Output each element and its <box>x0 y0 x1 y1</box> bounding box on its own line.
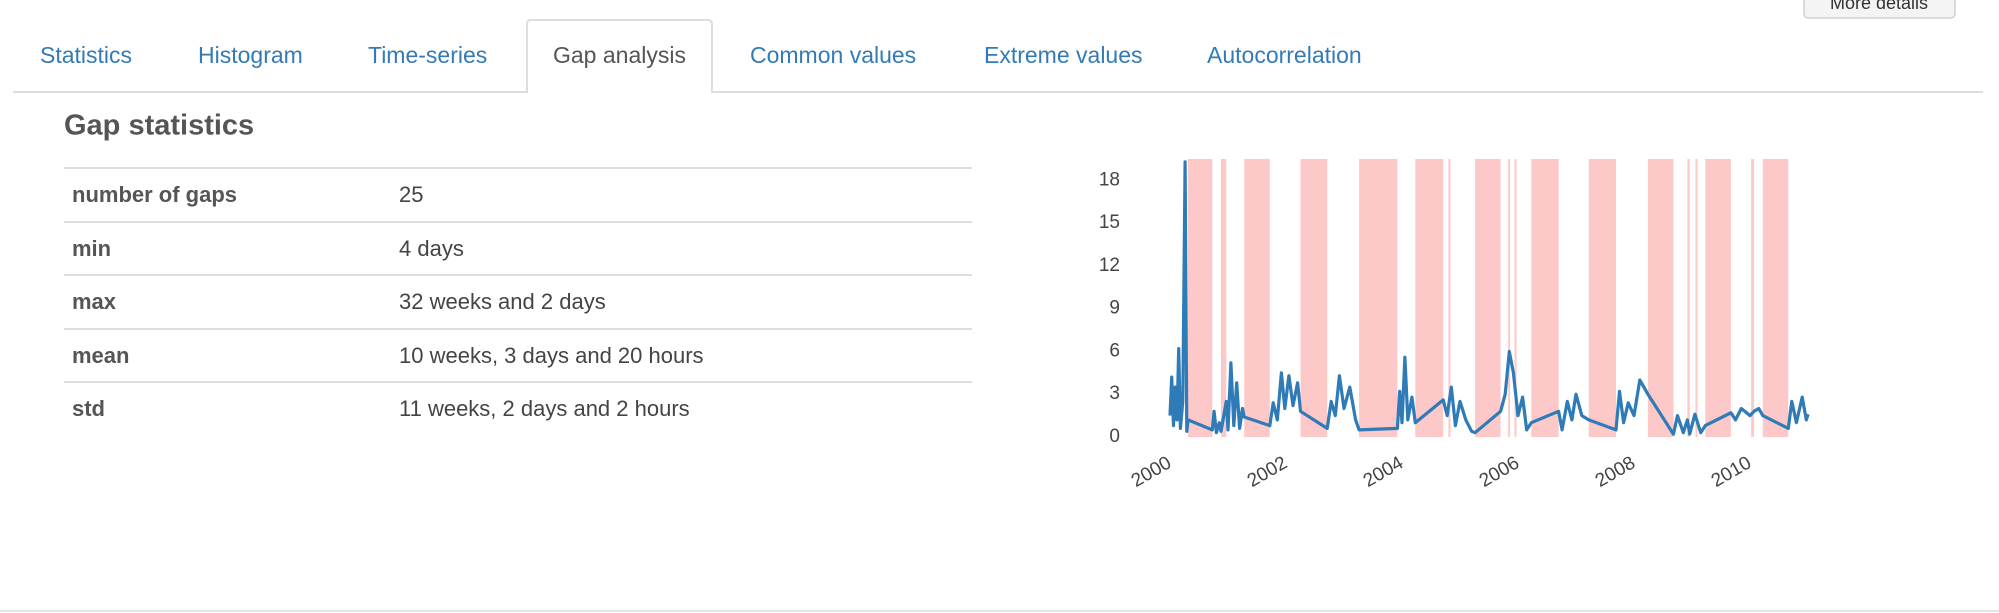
y-tick-label: 0 <box>1109 426 1120 447</box>
more-details-button[interactable] <box>1803 0 1956 19</box>
row-value: 11 weeks, 2 days and 2 hours <box>399 396 690 421</box>
x-tick-label: 2008 <box>1592 452 1639 491</box>
x-tick-label: 2006 <box>1476 452 1523 491</box>
row-key: max <box>72 289 117 314</box>
gap-band <box>1751 159 1755 437</box>
stats-table: number of gaps 25 min 4 days max 32 weeks and… <box>64 167 972 421</box>
active-tab-frame <box>526 19 713 93</box>
gap-band <box>1705 159 1731 437</box>
gap-band <box>1514 159 1517 437</box>
row-key: min <box>72 236 111 261</box>
gap-band <box>1531 159 1559 437</box>
tab[interactable]: Extreme values <box>984 42 1143 68</box>
y-tick-label: 12 <box>1099 255 1120 276</box>
x-tick-label: 2004 <box>1360 452 1407 492</box>
button-label[interactable]: More details <box>1830 0 1928 13</box>
gap-band <box>1221 159 1227 437</box>
tab[interactable]: Time-series <box>368 42 487 68</box>
y-tick-label: 18 <box>1099 169 1120 190</box>
tab[interactable]: Common values <box>750 42 916 68</box>
gap-band <box>1448 159 1451 437</box>
row-value: 4 days <box>399 236 464 261</box>
row-key: mean <box>72 343 129 368</box>
gap-band <box>1300 159 1328 437</box>
row-value: 32 weeks and 2 days <box>399 289 606 314</box>
tab[interactable]: Statistics <box>40 42 132 68</box>
y-tick-label: 3 <box>1109 383 1120 404</box>
gap-band <box>1588 159 1617 437</box>
y-tick-label: 15 <box>1099 212 1120 233</box>
tab[interactable]: Histogram <box>198 42 303 68</box>
gap-band <box>1415 159 1444 437</box>
y-tick-label: 6 <box>1109 340 1120 361</box>
row-value: 25 <box>399 182 423 207</box>
gap-band <box>1359 159 1398 437</box>
gap-band <box>1695 159 1698 437</box>
gap-band <box>1508 159 1511 437</box>
row-value: 10 weeks, 3 days and 20 hours <box>399 343 704 368</box>
row-key: number of gaps <box>72 182 237 207</box>
x-tick-label: 2010 <box>1708 452 1755 491</box>
tab[interactable]: Autocorrelation <box>1207 42 1362 68</box>
tab[interactable]: Gap analysis <box>553 42 686 68</box>
tab-bar: Statistics Histogram Time-series Gap analys… <box>13 19 1983 93</box>
row-key: std <box>72 396 105 421</box>
section-heading: Gap statistics <box>64 110 254 142</box>
x-tick-label: 2000 <box>1128 452 1175 491</box>
series-line <box>1168 160 1810 436</box>
x-tick-label: 2002 <box>1244 452 1291 491</box>
gap-band <box>1762 159 1789 437</box>
gap-band <box>1475 159 1501 437</box>
gap-band <box>1687 159 1690 437</box>
gap-band <box>1244 159 1270 437</box>
gap-band <box>1187 159 1213 437</box>
y-tick-label: 9 <box>1109 298 1120 319</box>
gap-band <box>1647 159 1674 437</box>
gap-chart: 0 3 6 9 12 15 18 2000 2002 2004 2006 2008 2010 <box>1099 159 1810 492</box>
